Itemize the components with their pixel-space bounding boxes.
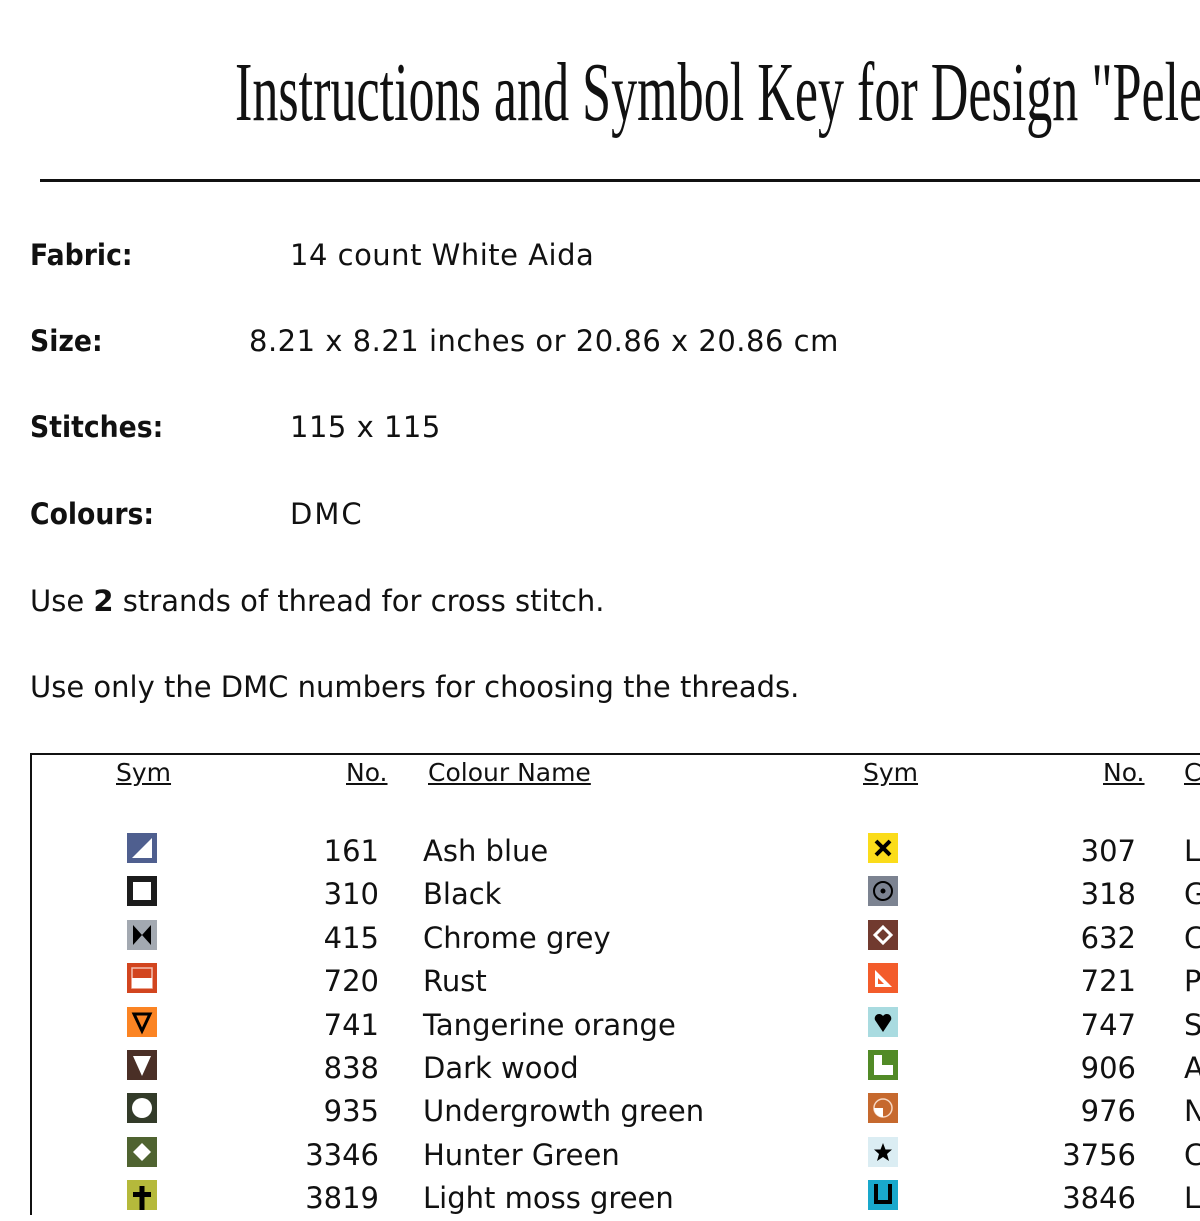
dmc-number: 632 <box>1080 920 1136 955</box>
table-row: 741 Tangerine orange <box>0 1006 1200 1048</box>
header-no-2: No. <box>1103 758 1145 787</box>
strands-post: strands of thread for cross stitch. <box>113 584 605 618</box>
table-row: 838 Dark wood <box>0 1050 1200 1091</box>
circle-icon <box>127 1093 157 1124</box>
colour-name: Ash blue <box>423 834 549 868</box>
dmc-number: 721 <box>1080 964 1136 999</box>
table-row: 310 Black <box>0 876 1200 917</box>
dmc-number: 161 <box>323 834 379 868</box>
colours-value: DMC <box>290 497 364 531</box>
dmc-number: 310 <box>323 877 379 912</box>
u-shape-icon <box>868 1180 898 1211</box>
colour-name: G <box>1184 877 1200 912</box>
title-divider <box>40 179 1200 182</box>
table-row: 721 P <box>0 963 1200 1004</box>
table-row: 976 N <box>0 1093 1200 1134</box>
table-row: 747 S <box>0 1006 1200 1048</box>
header-colour-name: Colour Name <box>428 758 591 787</box>
quarter-circle-icon <box>868 1093 898 1124</box>
stitches-value: 115 x 115 <box>290 410 441 444</box>
diamond-outline-icon <box>868 919 898 950</box>
colours-label: Colours: <box>30 497 155 531</box>
bowtie-icon <box>127 919 157 950</box>
table-row: 161 Ash blue <box>0 833 1200 874</box>
dmc-number: 935 <box>323 1094 379 1129</box>
down-triangle-outline-icon <box>127 1006 157 1037</box>
header-no: No. <box>346 758 388 787</box>
colour-name: A <box>1184 1051 1200 1085</box>
header-sym: Sym <box>116 758 172 787</box>
colour-name: S <box>1184 1007 1200 1042</box>
dot-circle-icon <box>868 876 898 907</box>
dmc-number: 3756 <box>1062 1137 1136 1172</box>
strands-pre: Use <box>30 584 94 618</box>
colour-name: Black <box>423 877 502 912</box>
dmc-number: 307 <box>1080 834 1136 868</box>
page-title: Instructions and Symbol Key for Design "… <box>235 46 1200 139</box>
symbol-key-table <box>30 753 1200 1215</box>
strands-note: Use 2 strands of thread for cross stitch… <box>30 584 605 618</box>
diamond-icon <box>127 1136 157 1167</box>
dmc-number: 906 <box>1080 1051 1136 1085</box>
dmc-number: 741 <box>323 1007 379 1042</box>
half-triangle-icon <box>127 833 157 863</box>
header-sym-2: Sym <box>863 758 919 787</box>
set-square-icon <box>868 963 898 994</box>
colour-name: C <box>1184 1137 1200 1172</box>
dmc-number: 3846 <box>1062 1181 1136 1216</box>
stitches-label: Stitches: <box>30 410 164 444</box>
strands-number: 2 <box>93 584 114 618</box>
dmc-number: 415 <box>323 920 379 955</box>
colour-name: L <box>1184 834 1200 868</box>
down-triangle-icon <box>127 1050 157 1080</box>
size-value: 8.21 x 8.21 inches or 20.86 x 20.86 cm <box>249 324 839 358</box>
fabric-value: 14 count White Aida <box>290 238 595 272</box>
half-bar-icon <box>127 963 157 994</box>
star-icon <box>868 1136 898 1167</box>
colour-name: Chrome grey <box>423 920 611 955</box>
colour-name: Dark wood <box>423 1051 579 1085</box>
dmc-number: 318 <box>1080 877 1136 912</box>
table-row: 906 A <box>0 1050 1200 1091</box>
dmc-number: 3346 <box>305 1137 379 1172</box>
l-shape-icon <box>868 1050 898 1080</box>
fabric-label: Fabric: <box>30 238 133 272</box>
dmc-number: 838 <box>323 1051 379 1085</box>
colour-name: Tangerine orange <box>423 1007 676 1042</box>
open-square-icon <box>127 876 157 907</box>
colour-name: Rust <box>423 964 487 999</box>
x-icon <box>868 833 898 863</box>
dmc-number: 747 <box>1080 1007 1136 1042</box>
dmc-note: Use only the DMC numbers for choosing th… <box>30 670 800 704</box>
table-row: 3756 C <box>0 1136 1200 1178</box>
table-row: 935 Undergrowth green <box>0 1093 1200 1134</box>
size-label: Size: <box>30 324 103 358</box>
table-row: 720 Rust <box>0 963 1200 1004</box>
colour-name: P <box>1184 964 1200 999</box>
table-row: 307 L <box>0 833 1200 874</box>
colour-name: L <box>1184 1181 1200 1216</box>
dmc-number: 720 <box>323 964 379 999</box>
heart-icon <box>868 1006 898 1037</box>
table-row: 318 G <box>0 876 1200 917</box>
dmc-number: 976 <box>1080 1094 1136 1129</box>
header-colour-name-2: C <box>1184 758 1200 787</box>
table-row: 415 Chrome grey <box>0 919 1200 961</box>
table-row: 3346 Hunter Green <box>0 1136 1200 1178</box>
table-row: 632 C <box>0 919 1200 961</box>
colour-name: Undergrowth green <box>423 1094 705 1129</box>
colour-name: N <box>1184 1094 1200 1129</box>
table-row: 3846 L <box>0 1180 1200 1221</box>
colour-name: Hunter Green <box>423 1137 620 1172</box>
colour-name: C <box>1184 920 1200 955</box>
